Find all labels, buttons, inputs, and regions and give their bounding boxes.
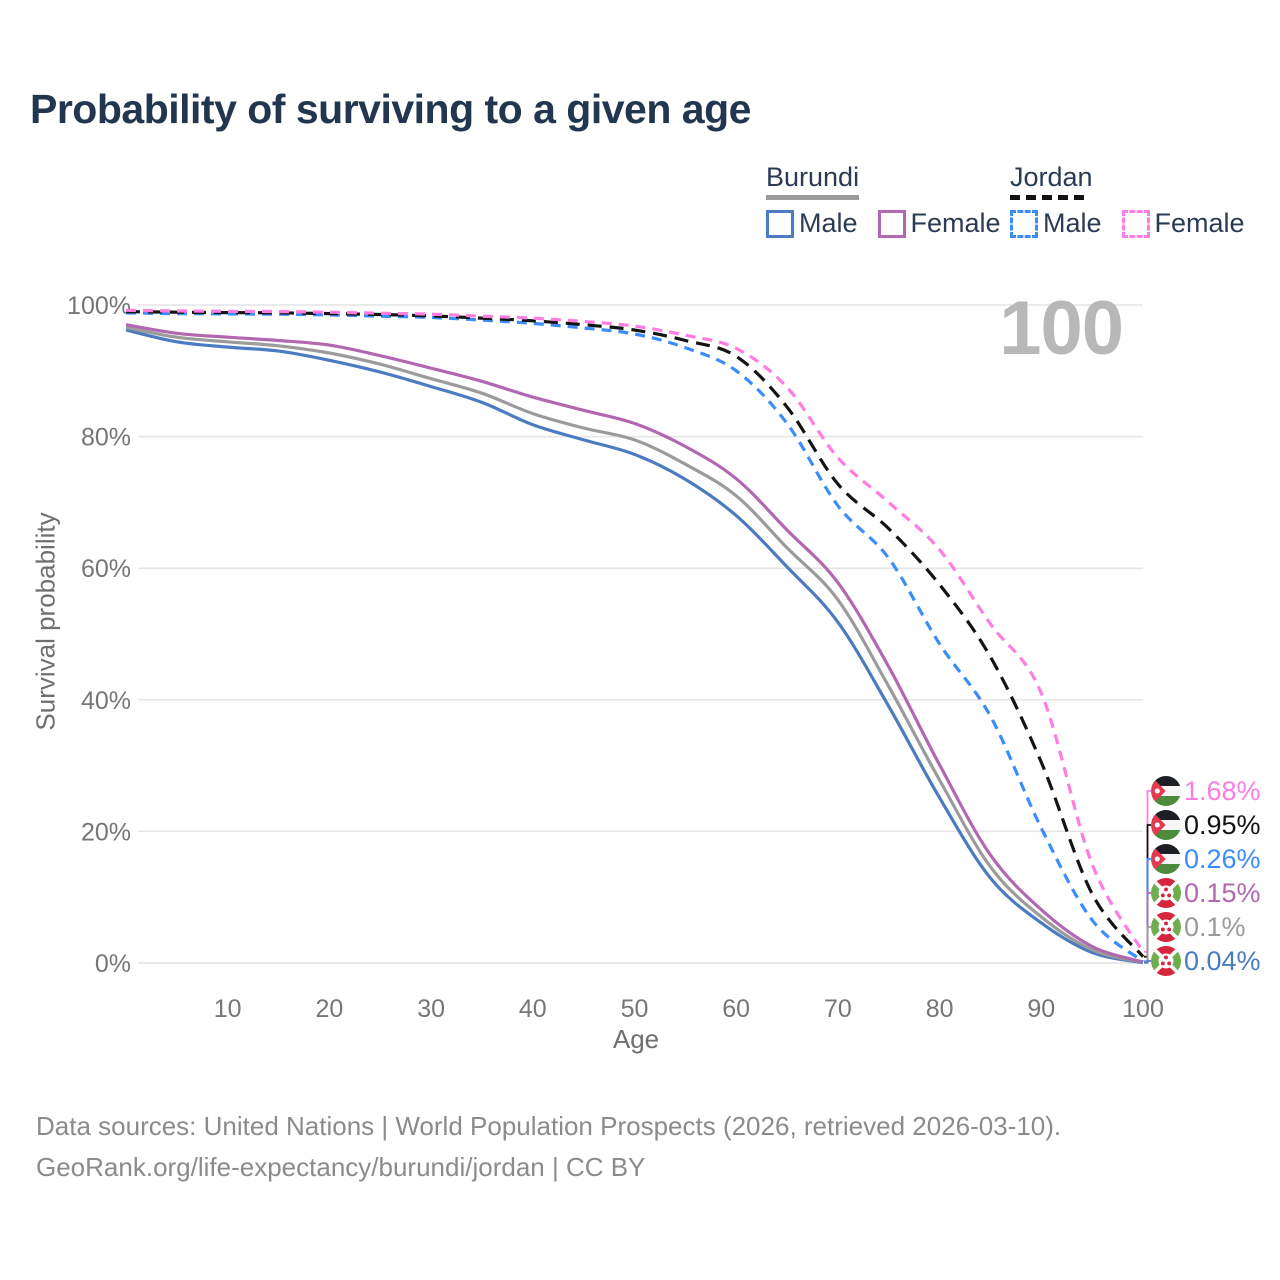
- x-tick-label-10: 10: [214, 995, 242, 1023]
- page-title: Probability of surviving to a given age: [30, 86, 751, 132]
- legend-swatch-burundi-male[interactable]: [766, 209, 794, 238]
- x-tick-label-30: 30: [417, 995, 445, 1023]
- legend-group-jordan: Jordan Male Female: [1010, 162, 1265, 239]
- legend-swatch-jordan-male[interactable]: [1010, 209, 1038, 238]
- burundi-flag-icon: [1151, 946, 1181, 976]
- legend-item-burundi-female[interactable]: Female: [877, 208, 1001, 239]
- legend-line-swatch-jordan: [1010, 195, 1088, 200]
- y-tick-label-40: 40%: [81, 687, 131, 715]
- legend-item-burundi-male[interactable]: Male: [766, 208, 858, 239]
- series-line-burundi-male[interactable]: [125, 328, 1144, 965]
- legend-item-label: Male: [799, 208, 858, 238]
- x-tick-label-20: 20: [315, 995, 343, 1023]
- burundi-flag-icon: [1151, 912, 1181, 942]
- y-tick-label-20: 20%: [81, 818, 131, 846]
- legend-item-jordan-female[interactable]: Female: [1121, 208, 1245, 239]
- x-tick-label-70: 70: [824, 995, 852, 1023]
- end-label-connector-burundi-male: [1144, 960, 1151, 964]
- x-tick-label-50: 50: [621, 995, 649, 1023]
- legend-swatch-burundi-female[interactable]: [877, 209, 906, 238]
- end-value-label-jordan-female: 1.68%: [1184, 776, 1261, 806]
- end-value-label-burundi-female: 0.15%: [1184, 878, 1261, 908]
- legend-item-jordan-male[interactable]: Male: [1010, 208, 1102, 239]
- series-line-burundi-both[interactable]: [125, 325, 1144, 964]
- caption-line-2: GeoRank.org/life-expectancy/burundi/jord…: [36, 1152, 646, 1182]
- x-tick-label-40: 40: [519, 995, 547, 1023]
- data-source-caption: Data sources: United Nations | World Pop…: [36, 1106, 1061, 1188]
- legend-line-swatch-burundi: [766, 195, 859, 200]
- y-tick-label-60: 60%: [81, 555, 131, 583]
- x-axis-title: Age: [612, 1024, 660, 1054]
- burundi-flag-icon: [1151, 878, 1181, 908]
- legend-country-label-burundi[interactable]: Burundi: [766, 162, 860, 192]
- x-tick-label-90: 90: [1027, 995, 1055, 1023]
- legend-country-label-jordan[interactable]: Jordan: [1010, 162, 1093, 192]
- legend-item-label: Female: [1154, 208, 1245, 238]
- y-tick-label-0: 0%: [95, 950, 131, 978]
- jordan-flag-icon: [1151, 776, 1181, 806]
- y-axis-title: Survival probability: [30, 512, 61, 731]
- watermark-age-counter: 100: [999, 286, 1124, 371]
- jordan-flag-icon: [1151, 810, 1181, 840]
- end-value-label-jordan-male: 0.26%: [1184, 844, 1261, 874]
- series-line-jordan-both[interactable]: [125, 310, 1145, 958]
- series-line-burundi-female[interactable]: [125, 323, 1144, 964]
- legend-item-label: Female: [910, 208, 1001, 238]
- legend-item-label: Male: [1043, 208, 1102, 238]
- end-value-label-jordan-both: 0.95%: [1184, 810, 1261, 840]
- series-line-jordan-male[interactable]: [125, 311, 1145, 963]
- legend-group-burundi: Burundi Male Female: [766, 162, 1021, 239]
- end-value-label-burundi-male: 0.04%: [1184, 946, 1261, 976]
- x-tick-label-60: 60: [722, 995, 750, 1023]
- end-value-label-burundi-both: 0.1%: [1184, 912, 1246, 942]
- x-tick-label-80: 80: [926, 995, 954, 1023]
- legend-swatch-jordan-female[interactable]: [1121, 209, 1150, 238]
- y-tick-label-80: 80%: [81, 424, 131, 452]
- series-line-jordan-female[interactable]: [125, 308, 1145, 953]
- y-tick-label-100: 100%: [67, 292, 131, 320]
- caption-line-1: Data sources: United Nations | World Pop…: [36, 1111, 1062, 1141]
- x-tick-label-100: 100: [1122, 995, 1164, 1023]
- jordan-flag-icon: [1151, 844, 1181, 874]
